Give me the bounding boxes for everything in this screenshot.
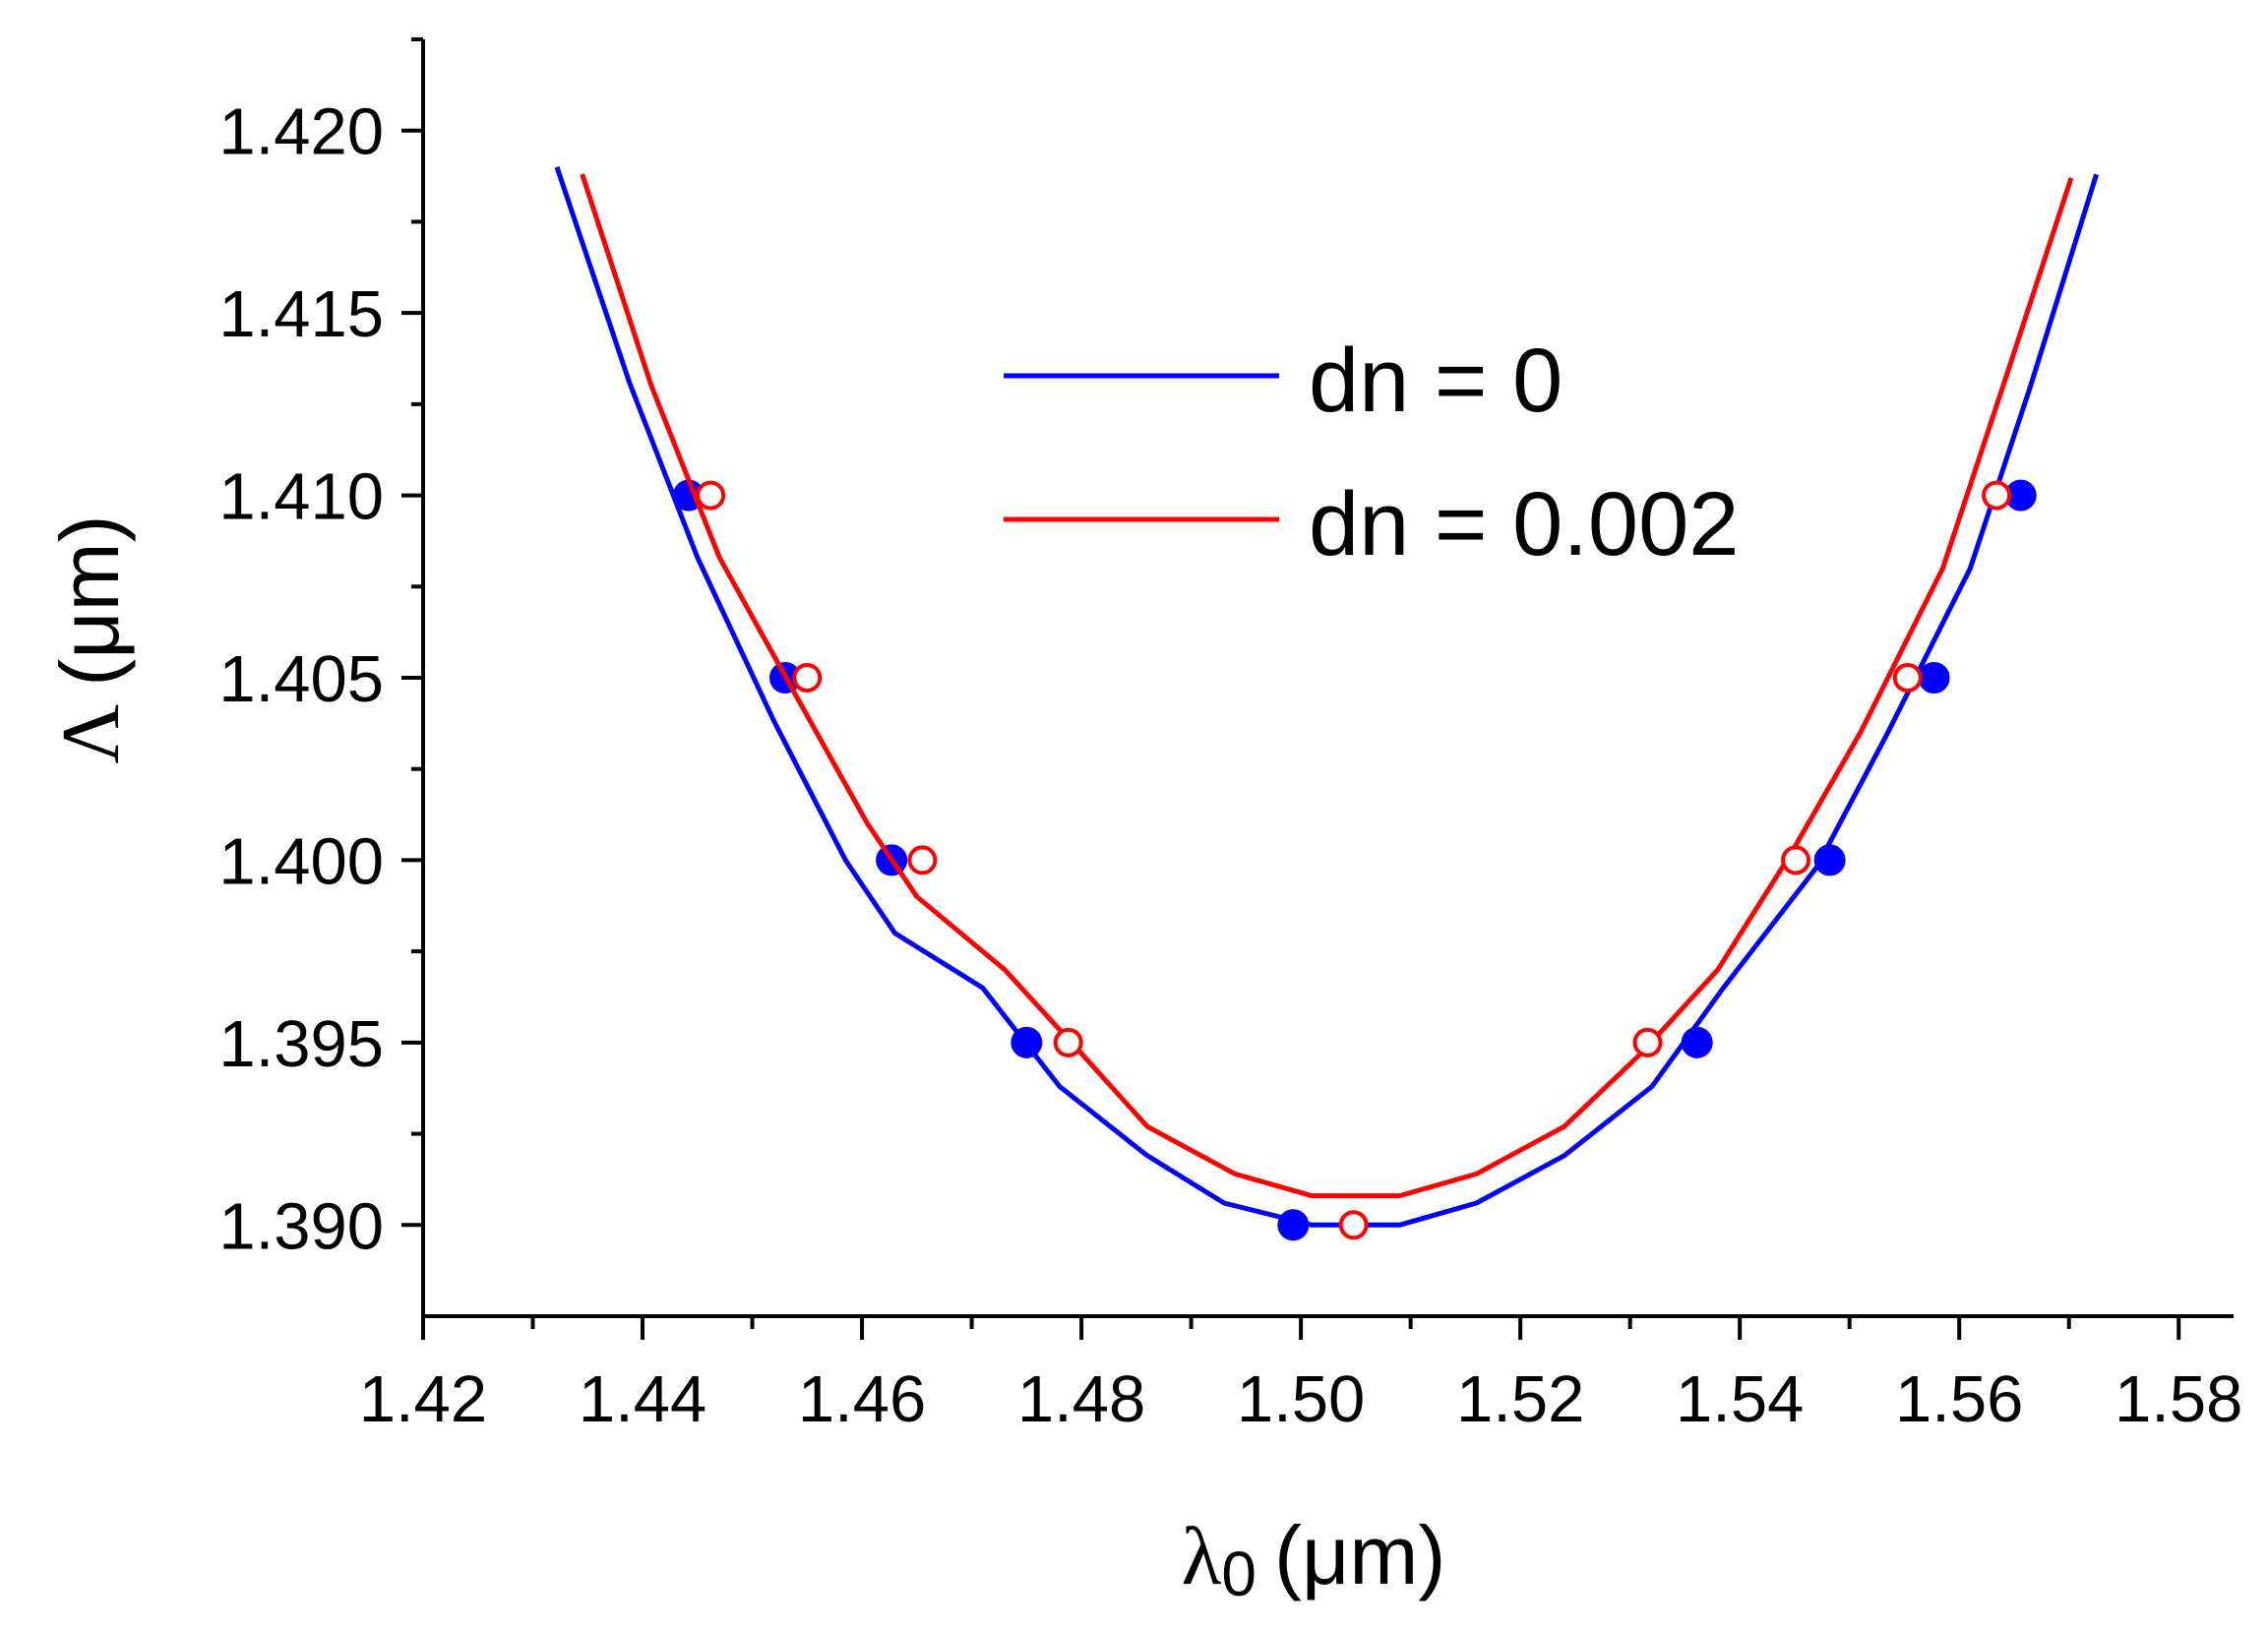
x-axis-unit: (μm) <box>1274 1509 1445 1601</box>
y-tick-label: 1.390 <box>218 1189 384 1263</box>
series-layer <box>554 166 2099 1241</box>
data-point-dn0002 <box>1982 480 2012 511</box>
data-point-dn0 <box>1277 1209 1310 1241</box>
data-point-dn0002 <box>1053 1027 1083 1057</box>
y-tick-label: 1.400 <box>218 824 384 898</box>
x-tick-label: 1.48 <box>1017 1362 1145 1436</box>
x-tick-label: 1.56 <box>1895 1362 2023 1436</box>
data-point-dn0 <box>1918 662 1950 694</box>
data-point-dn0 <box>1011 1026 1043 1058</box>
x-tick-label: 1.58 <box>2115 1362 2242 1436</box>
data-point-dn0002 <box>1338 1210 1369 1240</box>
y-axis-title: Λ (μm) <box>43 514 137 763</box>
legend: dn = 0 dn = 0.002 <box>1004 331 1739 574</box>
x-axis-symbol: λ <box>1182 1511 1222 1602</box>
series-line-dn0002 <box>580 173 2074 1199</box>
y-axis-unit: (μm) <box>43 514 136 686</box>
y-axis-ticks: 1.390 1.395 1.400 1.405 1.410 1.415 1.420 <box>218 37 423 1263</box>
data-point-dn0002 <box>1892 663 1923 693</box>
data-point-dn0002 <box>1632 1027 1663 1057</box>
data-point-dn0002 <box>792 663 823 693</box>
legend-label-dn0002: dn = 0.002 <box>1309 474 1739 574</box>
x-tick-label: 1.50 <box>1237 1362 1365 1436</box>
x-axis-subscript: 0 <box>1221 1538 1257 1609</box>
x-tick-label: 1.42 <box>359 1362 487 1436</box>
data-point-dn0 <box>1813 844 1846 876</box>
y-tick-label: 1.405 <box>218 642 384 716</box>
y-axis-symbol: Λ <box>45 704 137 764</box>
x-tick-label: 1.52 <box>1456 1362 1584 1436</box>
x-tick-label: 1.54 <box>1676 1362 1804 1436</box>
data-point-dn0002 <box>907 845 938 875</box>
y-tick-label: 1.420 <box>218 95 384 169</box>
y-tick-label: 1.410 <box>218 460 384 534</box>
y-tick-label: 1.395 <box>218 1007 384 1081</box>
data-point-dn0002 <box>696 480 726 511</box>
y-tick-label: 1.415 <box>218 277 384 351</box>
legend-label-dn0: dn = 0 <box>1309 331 1563 431</box>
data-point-dn0002 <box>1781 845 1811 875</box>
x-tick-label: 1.44 <box>579 1362 706 1436</box>
x-tick-label: 1.46 <box>798 1362 926 1436</box>
x-axis-ticks: 1.42 1.44 1.46 1.48 1.50 1.52 1.54 1.56 1.58 <box>359 1316 2242 1436</box>
data-point-dn0 <box>1681 1026 1713 1058</box>
x-axis-title: λ0 (μm) <box>1182 1509 1446 1609</box>
series-line-dn0 <box>554 166 2099 1228</box>
